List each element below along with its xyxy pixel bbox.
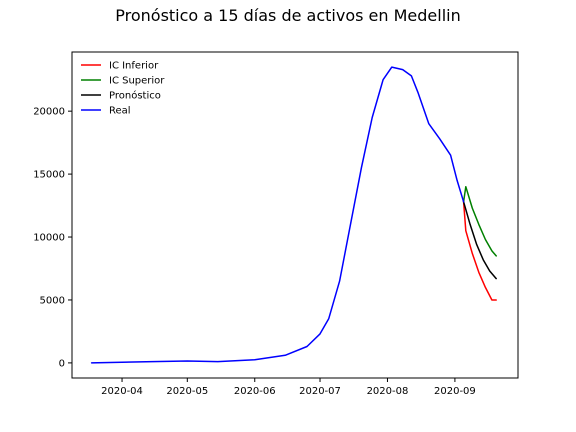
- series-line-pron-stico: [462, 201, 497, 280]
- x-tick-label: 2020-08: [367, 386, 409, 397]
- series-line-real: [90, 66, 465, 364]
- legend-label: Real: [109, 106, 131, 117]
- y-tick-label: 5000: [40, 295, 65, 306]
- legend-label: IC Inferior: [109, 61, 159, 72]
- y-axis: 0 5000 10000 15000 20000: [33, 107, 72, 369]
- legend: IC Inferior IC Superior Pronóstico Real: [81, 61, 165, 117]
- plot-frame: [71, 51, 519, 379]
- x-tick-label: 2020-04: [101, 386, 143, 397]
- y-tick-label: 0: [59, 358, 65, 369]
- x-tick-label: 2020-05: [166, 386, 208, 397]
- y-tick-label: 15000: [33, 170, 65, 181]
- y-tick-label: 20000: [33, 107, 65, 118]
- y-tick-label: 10000: [33, 233, 65, 244]
- x-tick-label: 2020-07: [299, 386, 341, 397]
- series-line-ic-superior: [462, 185, 497, 257]
- series-line-ic-inferior: [462, 201, 497, 301]
- chart-title: Pronóstico a 15 días de activos en Medel…: [115, 6, 460, 25]
- legend-label: Pronóstico: [109, 90, 161, 102]
- x-tick-label: 2020-06: [234, 386, 276, 397]
- plot-lines: [90, 66, 497, 364]
- legend-label: IC Superior: [109, 76, 165, 87]
- x-tick-label: 2020-09: [434, 386, 476, 397]
- x-axis: 2020-04 2020-05 2020-06 2020-07 2020-08 2020-…: [101, 378, 476, 397]
